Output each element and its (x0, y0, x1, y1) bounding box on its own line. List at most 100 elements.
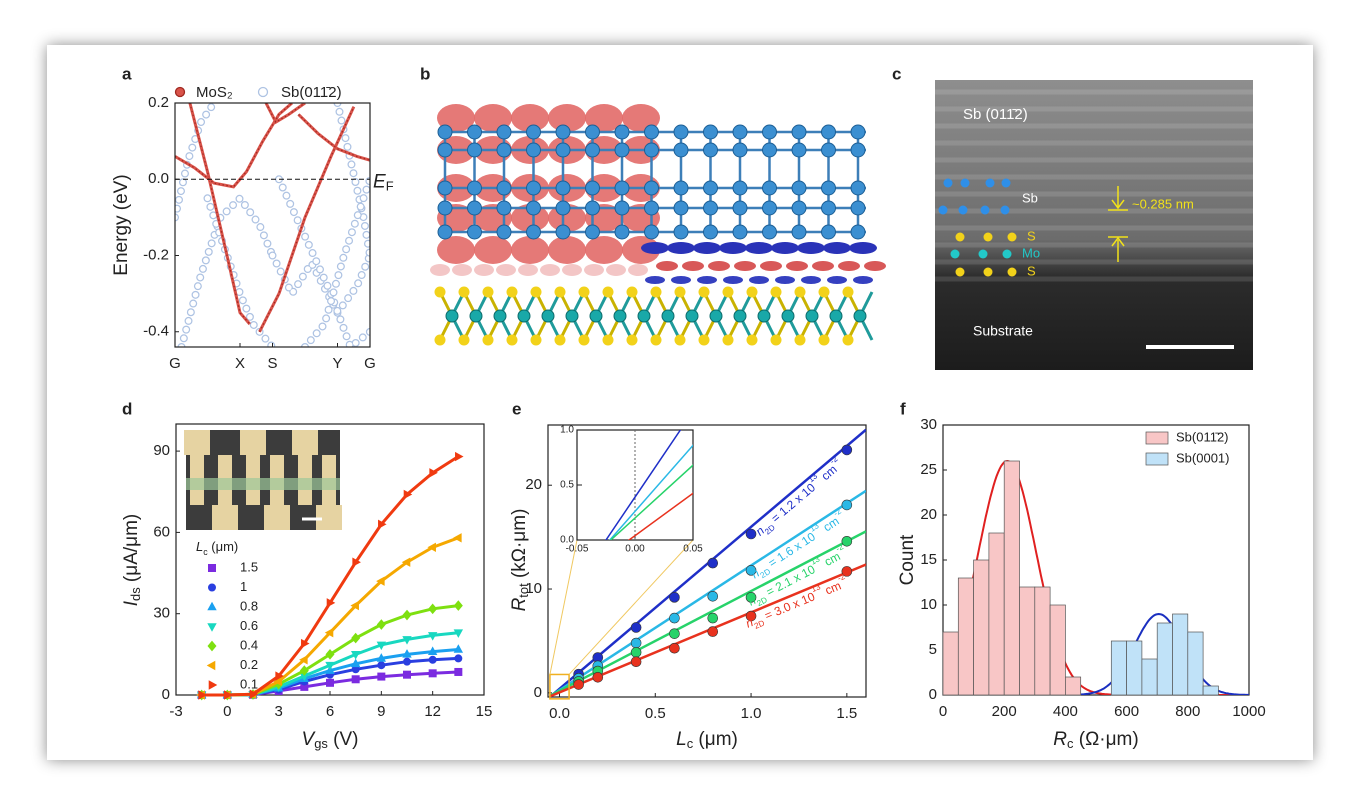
charge-blob (760, 261, 782, 271)
x-tick-label: 0.05 (683, 544, 703, 555)
substrate-label: Substrate (973, 323, 1033, 339)
marker (376, 653, 387, 662)
mo-atom (1002, 249, 1012, 259)
s-atom (842, 286, 854, 298)
text-part: 2D (753, 619, 766, 631)
marker (429, 468, 438, 478)
device-micrograph (184, 430, 342, 530)
sb-atom (526, 124, 541, 140)
y-tick-label: 0.0 (560, 535, 574, 546)
marker (350, 658, 361, 668)
mo-atom (613, 309, 627, 323)
sb-atom (791, 224, 807, 240)
sb-atom (437, 200, 453, 216)
point (630, 656, 642, 668)
charge-blob (585, 236, 623, 264)
text-part: 2D (755, 595, 769, 608)
charge-blob (671, 276, 691, 284)
marker (378, 519, 387, 529)
legend-swatch (1145, 431, 1169, 445)
sb-atom (496, 224, 512, 240)
marker (351, 632, 361, 644)
marker (428, 655, 437, 664)
charge-blob (667, 242, 695, 254)
bar (1110, 640, 1127, 696)
charge-blob (645, 276, 665, 284)
s-atom (1007, 267, 1017, 277)
sb-atom (437, 180, 453, 196)
sb-atom (732, 200, 748, 216)
sb-atom (614, 124, 630, 140)
x-tick-label: 600 (1114, 703, 1139, 720)
marker (377, 661, 386, 670)
sb-atom (821, 200, 836, 216)
marker (402, 609, 412, 621)
bar (973, 559, 990, 696)
panel-label: e (512, 399, 521, 418)
point (707, 626, 719, 637)
s-atom (482, 334, 494, 346)
electrode (292, 430, 318, 455)
sb-atom (585, 224, 600, 240)
band-line (268, 251, 370, 321)
x-tick-label: 1.5 (836, 705, 857, 722)
x-tick-label: -0.05 (566, 544, 589, 555)
marker (301, 638, 310, 649)
sb-atom (791, 124, 807, 140)
text-part: c (1067, 736, 1074, 751)
marker (454, 667, 463, 676)
x-tick-label: S (267, 355, 277, 372)
band-line (302, 176, 370, 347)
mo-atom (661, 309, 675, 323)
point (630, 622, 642, 633)
y-axis-label: Energy (eV) (111, 174, 132, 275)
charge-blob (838, 261, 860, 271)
x-tick-label: G (169, 355, 181, 372)
sb-atom (703, 180, 718, 196)
s-atom (482, 286, 494, 298)
y-tick-label: 0.0 (148, 170, 169, 187)
legend-label: 0.8 (240, 598, 258, 613)
marker (324, 627, 334, 638)
x-tick-label: 0 (939, 703, 947, 720)
zoom-guide (568, 539, 694, 675)
charge-blob (734, 261, 756, 271)
charge-blob (562, 264, 582, 276)
y-tick-label: 25 (920, 461, 937, 478)
fit-line (549, 489, 866, 697)
text-part: cm (818, 514, 842, 536)
electrode (184, 430, 210, 455)
point (745, 610, 757, 622)
sb-atom (732, 224, 748, 240)
s-atom (674, 334, 686, 346)
charge-blob (745, 242, 773, 254)
legend-swatch (1145, 452, 1169, 466)
text-part: -2 (834, 542, 845, 554)
sb-atom (762, 224, 777, 240)
s-atom (842, 334, 854, 346)
legend-marker (206, 660, 216, 671)
inset-bg (577, 430, 693, 540)
marker (403, 657, 411, 666)
channel (186, 478, 340, 490)
y-tick-label: 20 (920, 506, 937, 523)
s-atom (722, 286, 734, 298)
s-atom (746, 334, 758, 346)
marker (403, 489, 413, 500)
legend-label: 0.6 (240, 618, 258, 633)
bar (1156, 622, 1173, 696)
marker (455, 451, 464, 462)
s-atom (554, 286, 566, 298)
sb-atom (555, 142, 571, 158)
sb-atom (644, 124, 659, 140)
charge-blob (823, 242, 851, 254)
legend-label: 0.1 (240, 676, 258, 691)
text-part: (μm) (693, 729, 738, 750)
y-tick-label: 0.2 (148, 94, 169, 111)
charge-blob (474, 264, 494, 276)
s-atom (578, 286, 590, 298)
point (841, 535, 853, 547)
text-part: F (386, 179, 394, 194)
marker (402, 636, 412, 645)
